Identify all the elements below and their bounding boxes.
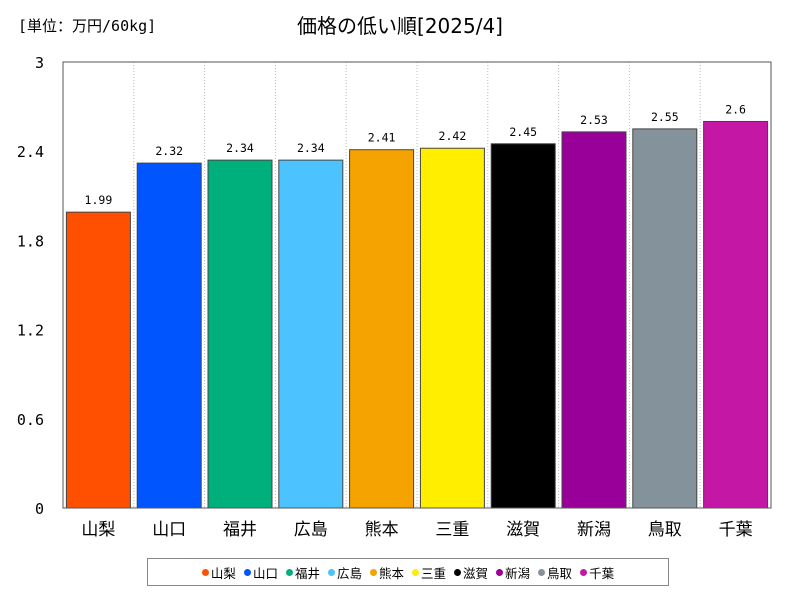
- x-tick-label: 新潟: [577, 520, 611, 540]
- legend-label: 山口: [252, 565, 278, 581]
- legend-item: 福井: [285, 563, 320, 582]
- x-tick-label: 滋賀: [506, 520, 540, 540]
- bar: [632, 128, 698, 509]
- data-label: 1.99: [85, 193, 113, 207]
- unit-label: [単位：万円/60kg]: [18, 17, 157, 35]
- legend-marker: [454, 568, 462, 576]
- bar: [490, 143, 556, 509]
- data-label: 2.6: [725, 102, 746, 116]
- x-tick-label: 千葉: [719, 520, 753, 540]
- legend-item: 千葉: [580, 563, 614, 582]
- data-label: 2.55: [651, 110, 679, 124]
- bar: [349, 149, 415, 509]
- x-tick-label: 広島: [294, 520, 328, 540]
- data-label: 2.34: [226, 141, 254, 155]
- legend-label: 広島: [336, 565, 362, 581]
- y-tick-label: 1.2: [17, 322, 44, 340]
- legend: 山梨 山口 福井 広島 熊本 三重 滋賀 新潟 鳥取 千葉: [147, 558, 669, 586]
- data-label: 2.34: [297, 141, 325, 155]
- x-tick-label: 鳥取: [648, 520, 682, 540]
- bar: [703, 120, 769, 509]
- legend-label: 熊本: [378, 565, 404, 581]
- legend-marker: [285, 568, 293, 576]
- y-tick-label: 3: [35, 54, 44, 72]
- data-label: 2.32: [155, 144, 183, 158]
- bar: [278, 159, 344, 509]
- x-tick-label: 三重: [435, 520, 469, 540]
- x-tick-label: 山梨: [81, 520, 115, 540]
- legend-item: 熊本: [369, 563, 404, 582]
- y-tick-label: 0: [35, 500, 44, 518]
- legend-item: 山梨: [201, 563, 236, 582]
- legend-item: 三重: [412, 563, 446, 582]
- data-label: 2.42: [439, 129, 467, 143]
- bar: [65, 211, 131, 509]
- x-tick-label: 熊本: [365, 520, 399, 540]
- legend-marker: [327, 568, 335, 576]
- x-tick-label: 山口: [152, 520, 186, 540]
- legend-label: 福井: [294, 565, 320, 581]
- legend-item: 鳥取: [538, 563, 572, 582]
- data-label: 2.53: [580, 113, 608, 127]
- plot-frame: [62, 61, 772, 509]
- bar: [207, 159, 273, 509]
- legend-label: 鳥取: [547, 565, 573, 581]
- legend-label: 新潟: [505, 565, 531, 581]
- bar: [136, 162, 202, 509]
- legend-marker: [412, 568, 419, 576]
- legend-item: 滋賀: [454, 563, 488, 582]
- y-tick-label: 2.4: [17, 143, 44, 161]
- data-label: 2.45: [509, 125, 537, 139]
- legend-item: 新潟: [496, 563, 530, 582]
- bar-chart: 0 0.6 1.2 1.8 2.4 3 1.99 山梨 2.32 山口 2.34 福井 2.34 広島 2.…: [17, 54, 772, 540]
- legend-label: 山梨: [210, 565, 236, 581]
- y-tick-label: 0.6: [17, 411, 44, 429]
- legend-marker: [369, 568, 377, 576]
- data-label: 2.41: [368, 131, 396, 145]
- legend-marker: [201, 568, 209, 576]
- legend-label: 滋賀: [463, 565, 489, 581]
- legend-marker: [243, 568, 251, 576]
- bar: [561, 131, 627, 509]
- legend-item: 山口: [243, 563, 278, 582]
- y-tick-label: 1.8: [17, 232, 44, 250]
- bar: [419, 147, 485, 509]
- legend-label: 千葉: [589, 565, 615, 581]
- legend-label: 三重: [421, 565, 447, 581]
- x-tick-label: 福井: [223, 520, 257, 540]
- legend-item: 広島: [327, 563, 362, 582]
- legend-marker: [538, 568, 546, 576]
- legend-marker: [496, 568, 504, 576]
- legend-marker: [580, 568, 588, 576]
- chart-title: 価格の低い順[2025/4]: [297, 14, 503, 38]
